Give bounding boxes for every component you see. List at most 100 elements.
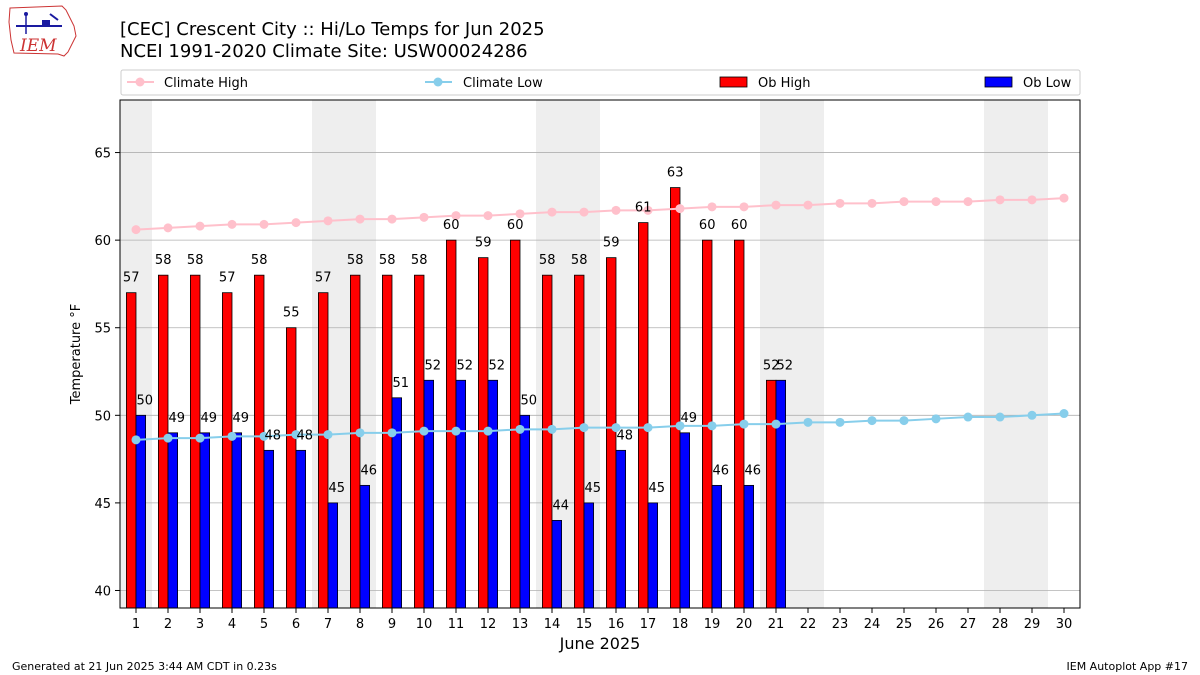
- data-label-ob-low: 44: [553, 498, 570, 513]
- climate-low-point: [323, 430, 333, 440]
- x-tick-label: 5: [260, 617, 268, 632]
- data-label-ob-high: 57: [123, 271, 140, 286]
- bar-ob-low: [231, 432, 243, 609]
- bar-ob-low: [743, 484, 755, 609]
- y-tick-label: 55: [94, 322, 111, 337]
- climate-high-point: [611, 205, 621, 215]
- climate-low-point: [227, 431, 237, 441]
- climate-high-point: [515, 209, 525, 219]
- bar-ob-low: [263, 449, 275, 609]
- plot-frame: [119, 99, 1081, 609]
- x-tick-label: 30: [1056, 617, 1073, 632]
- climate-low-point: [675, 421, 685, 431]
- climate-low-point: [259, 431, 269, 441]
- x-tick-label: 10: [416, 617, 433, 632]
- data-label-ob-high: 58: [187, 253, 204, 268]
- climate-high-point: [803, 200, 813, 210]
- x-tick-label: 6: [292, 617, 300, 632]
- x-tick-label: 7: [324, 617, 332, 632]
- bar-ob-low: [359, 484, 371, 609]
- legend-label-climate-high: Climate High: [164, 76, 248, 91]
- bar-ob-high: [638, 222, 649, 609]
- data-label-ob-high: 60: [699, 218, 716, 233]
- climate-high-point: [707, 202, 717, 212]
- legend-frame: [120, 69, 1081, 96]
- x-tick-label: 9: [388, 617, 396, 632]
- data-label-ob-high: 60: [443, 218, 460, 233]
- bar-ob-low: [295, 449, 307, 609]
- climate-low-point: [515, 424, 525, 434]
- data-label-ob-low: 45: [649, 481, 666, 496]
- x-tick-label: 23: [832, 617, 849, 632]
- climate-lines: [131, 193, 1069, 445]
- x-tick-label: 8: [356, 617, 364, 632]
- bar-ob-low: [615, 449, 627, 609]
- climate-high-point: [387, 214, 397, 224]
- footer-generated: Generated at 21 Jun 2025 3:44 AM CDT in …: [12, 660, 277, 673]
- legend-label-ob-low: Ob Low: [1023, 76, 1072, 91]
- climate-low-point: [771, 419, 781, 429]
- climate-high-line: [135, 197, 1065, 231]
- climate-low-point: [163, 433, 173, 443]
- climate-low-point: [579, 423, 589, 433]
- data-label-ob-high: 58: [251, 253, 268, 268]
- x-tick-label: 17: [640, 617, 657, 632]
- data-label-ob-low: 49: [681, 411, 698, 426]
- climate-high-point: [323, 216, 333, 226]
- x-tick-label: 16: [608, 617, 625, 632]
- climate-high-point: [227, 219, 237, 229]
- data-label-ob-low: 51: [393, 376, 410, 391]
- bar-ob-high: [574, 274, 585, 609]
- x-tick-label: 15: [576, 617, 593, 632]
- bar-ob-low: [199, 432, 211, 609]
- climate-high-point: [163, 223, 173, 233]
- data-label-ob-high: 58: [539, 253, 556, 268]
- legend-item-climate-high: Climate High: [127, 76, 248, 91]
- climate-low-point: [931, 414, 941, 424]
- x-tick-label: 24: [864, 617, 881, 632]
- data-label-ob-low: 48: [297, 428, 314, 443]
- climate-low-point: [899, 416, 909, 426]
- climate-high-point: [835, 198, 845, 208]
- data-labels: 57 58 58 57 58 55 57 58 58 58 60 59 60 58 58 59 61 63 60 60…: [123, 166, 793, 514]
- climate-low-point: [803, 417, 813, 427]
- bar-ob-low: [327, 502, 339, 609]
- data-label-ob-high: 61: [635, 201, 652, 216]
- climate-high-point: [739, 202, 749, 212]
- bar-ob-low: [455, 379, 467, 609]
- data-label-ob-low: 49: [169, 411, 186, 426]
- climate-high-point: [995, 195, 1005, 205]
- bar-ob-high: [445, 239, 457, 609]
- data-label-ob-high: 57: [315, 271, 332, 286]
- bar-ob-low: [647, 502, 659, 609]
- climate-low-point: [643, 423, 653, 433]
- climate-high-point: [1027, 195, 1037, 205]
- x-tick-label: 4: [228, 617, 236, 632]
- climate-high-point: [131, 225, 141, 235]
- climate-high-point: [771, 200, 781, 210]
- legend: Climate High Climate Low Ob High Ob Low: [120, 69, 1081, 96]
- data-label-ob-low: 52: [425, 358, 442, 373]
- data-label-ob-high: 63: [667, 166, 684, 181]
- bar-ob-high: [285, 327, 297, 609]
- climate-high-point: [355, 214, 365, 224]
- bar-ob-high: [126, 292, 137, 609]
- x-tick-label: 13: [512, 617, 529, 632]
- bar-ob-low: [711, 484, 723, 609]
- bar-ob-low: [551, 520, 563, 609]
- x-tick-label: 29: [1024, 617, 1041, 632]
- x-tick-label: 2: [164, 617, 172, 632]
- climate-high-point: [643, 205, 653, 215]
- x-tick-label: 12: [480, 617, 497, 632]
- data-label-ob-low: 50: [521, 393, 538, 408]
- legend-label-ob-high: Ob High: [758, 76, 811, 91]
- x-tick-label: 18: [672, 617, 689, 632]
- climate-high-point: [931, 197, 941, 207]
- legend-item-climate-low: Climate Low: [425, 76, 543, 91]
- climate-high-point: [483, 211, 493, 221]
- x-tick-label: 25: [896, 617, 913, 632]
- data-label-ob-high: 58: [347, 253, 364, 268]
- x-axis-label: June 2025: [559, 634, 641, 653]
- chart-title-line2: NCEI 1991-2020 Climate Site: USW00024286: [120, 41, 528, 62]
